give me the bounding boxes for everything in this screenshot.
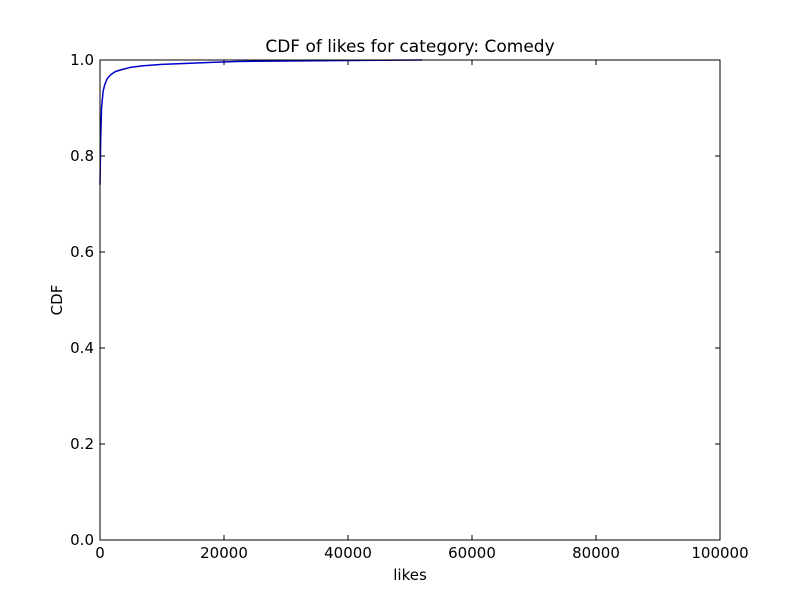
x-tick-label: 80000 [572,544,620,562]
x-tick-label: 40000 [324,544,372,562]
ticks-layer: 0 20000 40000 60000 80000 100000 0.0 0.2 0.4 0.6 0… [70,51,748,562]
y-tick-label: 1.0 [70,51,94,69]
plot-area-frame [99,59,721,541]
y-axis-label: CDF [48,285,66,316]
chart-title: CDF of likes for category: Comedy [265,37,554,57]
y-tick-label: 0.8 [70,147,94,165]
x-axis-label: likes [393,566,427,584]
y-tick-label: 0.2 [70,435,94,453]
series-layer [99,59,423,185]
x-tick-label: 100000 [691,544,748,562]
cdf-series-line [99,59,423,185]
y-tick-label: 0.4 [70,339,94,357]
y-tick-label: 0.0 [70,531,94,549]
x-tick-label: 60000 [448,544,496,562]
x-tick-label: 20000 [200,544,248,562]
x-tick-label: 0 [95,544,105,562]
y-tick-label: 0.6 [70,243,94,261]
